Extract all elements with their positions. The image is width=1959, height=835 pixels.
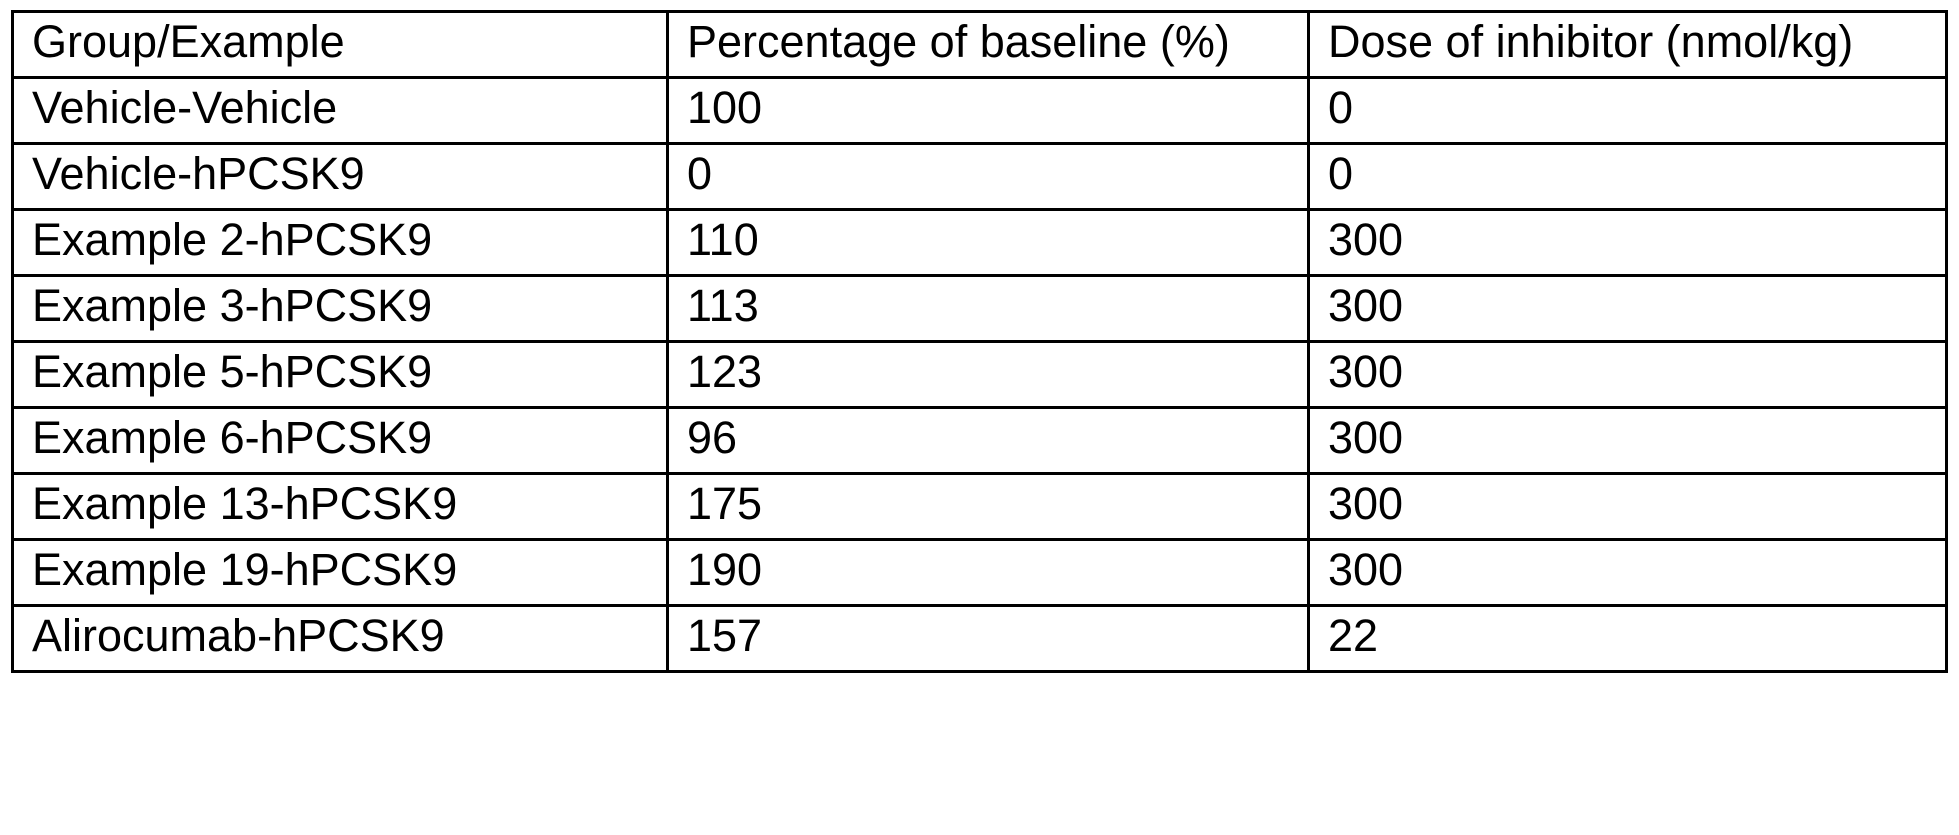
cell-percentage: 190 bbox=[666, 538, 1310, 607]
cell-percentage: 100 bbox=[666, 76, 1310, 145]
table-row: Example 13-hPCSK9 175 300 bbox=[11, 472, 1948, 541]
cell-dose: 300 bbox=[1307, 340, 1948, 409]
header-percentage-baseline: Percentage of baseline (%) bbox=[666, 10, 1310, 79]
cell-group: Alirocumab-hPCSK9 bbox=[11, 604, 669, 673]
header-row: Group/Example Percentage of baseline (%)… bbox=[11, 10, 1948, 79]
table-row: Example 2-hPCSK9 110 300 bbox=[11, 208, 1948, 277]
header-dose-inhibitor: Dose of inhibitor (nmol/kg) bbox=[1307, 10, 1948, 79]
cell-group: Example 2-hPCSK9 bbox=[11, 208, 669, 277]
cell-group: Example 6-hPCSK9 bbox=[11, 406, 669, 475]
cell-percentage: 157 bbox=[666, 604, 1310, 673]
cell-percentage: 113 bbox=[666, 274, 1310, 343]
table-row: Vehicle-hPCSK9 0 0 bbox=[11, 142, 1948, 211]
cell-dose: 300 bbox=[1307, 472, 1948, 541]
cell-percentage: 123 bbox=[666, 340, 1310, 409]
cell-dose: 22 bbox=[1307, 604, 1948, 673]
cell-group: Example 19-hPCSK9 bbox=[11, 538, 669, 607]
table-row: Example 19-hPCSK9 190 300 bbox=[11, 538, 1948, 607]
table-row: Example 5-hPCSK9 123 300 bbox=[11, 340, 1948, 409]
table-row: Example 3-hPCSK9 113 300 bbox=[11, 274, 1948, 343]
table-row: Vehicle-Vehicle 100 0 bbox=[11, 76, 1948, 145]
cell-percentage: 0 bbox=[666, 142, 1310, 211]
results-table-body: Vehicle-Vehicle 100 0 Vehicle-hPCSK9 0 0… bbox=[11, 76, 1948, 673]
cell-dose: 300 bbox=[1307, 208, 1948, 277]
cell-dose: 0 bbox=[1307, 76, 1948, 145]
cell-dose: 300 bbox=[1307, 538, 1948, 607]
cell-percentage: 96 bbox=[666, 406, 1310, 475]
header-group-example: Group/Example bbox=[11, 10, 669, 79]
cell-percentage: 175 bbox=[666, 472, 1310, 541]
results-table-header: Group/Example Percentage of baseline (%)… bbox=[11, 10, 1948, 79]
cell-group: Vehicle-hPCSK9 bbox=[11, 142, 669, 211]
cell-group: Example 13-hPCSK9 bbox=[11, 472, 669, 541]
cell-group: Example 3-hPCSK9 bbox=[11, 274, 669, 343]
results-table: Group/Example Percentage of baseline (%)… bbox=[11, 10, 1948, 673]
cell-dose: 300 bbox=[1307, 274, 1948, 343]
cell-dose: 300 bbox=[1307, 406, 1948, 475]
cell-dose: 0 bbox=[1307, 142, 1948, 211]
cell-percentage: 110 bbox=[666, 208, 1310, 277]
table-row: Alirocumab-hPCSK9 157 22 bbox=[11, 604, 1948, 673]
table-row: Example 6-hPCSK9 96 300 bbox=[11, 406, 1948, 475]
cell-group: Vehicle-Vehicle bbox=[11, 76, 669, 145]
cell-group: Example 5-hPCSK9 bbox=[11, 340, 669, 409]
